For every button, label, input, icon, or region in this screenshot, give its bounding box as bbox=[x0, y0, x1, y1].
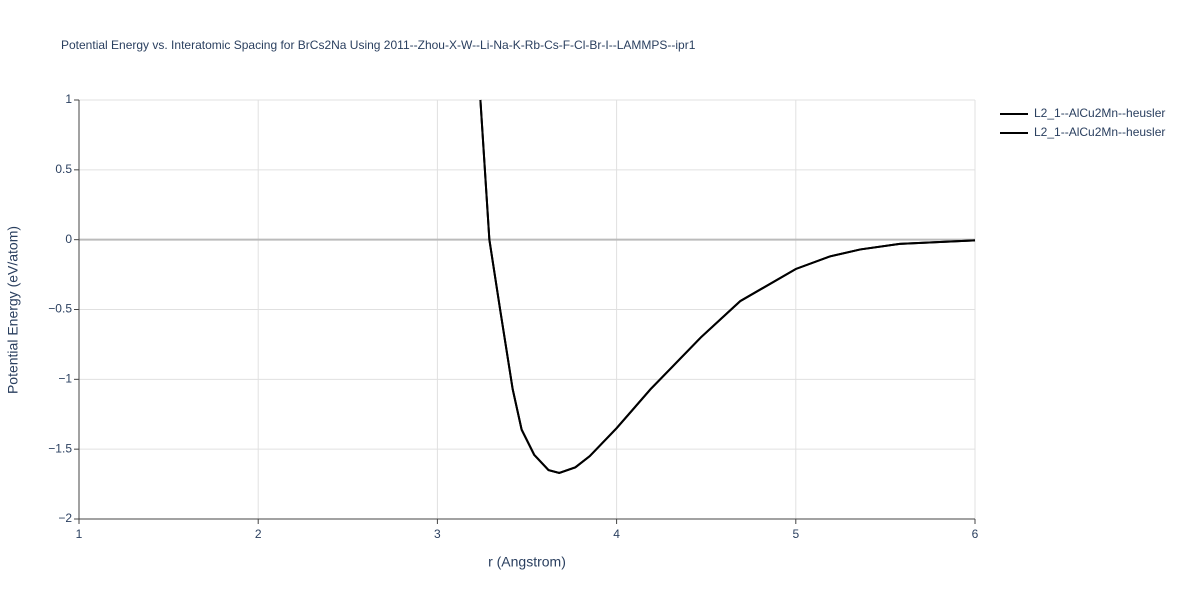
y-tick-label: −2 bbox=[58, 511, 72, 525]
x-tick-label: 2 bbox=[255, 527, 262, 541]
y-tick-label: 0.5 bbox=[55, 162, 72, 176]
y-tick-label: −1 bbox=[58, 372, 72, 386]
y-tick-label: −0.5 bbox=[48, 302, 72, 316]
x-axis-title: r (Angstrom) bbox=[488, 554, 566, 570]
x-tick-label: 6 bbox=[972, 527, 979, 541]
legend-label: L2_1--AlCu2Mn--heusler bbox=[1034, 125, 1165, 139]
x-tick-label: 4 bbox=[613, 527, 620, 541]
line-series bbox=[479, 99, 976, 474]
x-tick-label: 5 bbox=[792, 527, 799, 541]
x-tick-label: 1 bbox=[76, 527, 83, 541]
legend-label: L2_1--AlCu2Mn--heusler bbox=[1034, 106, 1165, 120]
line-series bbox=[479, 99, 976, 474]
chart-title: Potential Energy vs. Interatomic Spacing… bbox=[61, 38, 696, 52]
y-tick-label: −1.5 bbox=[48, 441, 72, 455]
y-tick-label: 0 bbox=[65, 232, 72, 246]
y-tick-label: 1 bbox=[65, 92, 72, 106]
x-tick-label: 3 bbox=[434, 527, 441, 541]
y-axis-title: Potential Energy (eV/atom) bbox=[5, 226, 21, 394]
